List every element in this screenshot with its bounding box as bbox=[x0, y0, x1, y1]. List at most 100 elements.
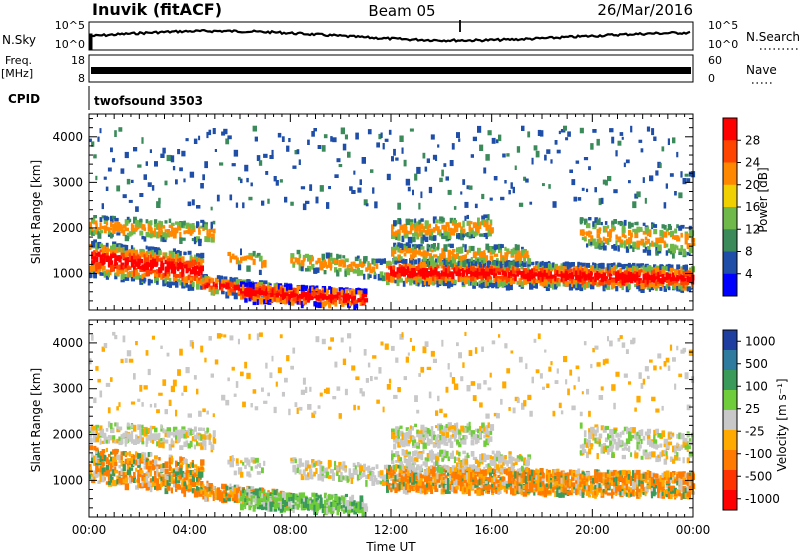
echo-cell bbox=[235, 202, 239, 208]
colorbar-swatch bbox=[723, 207, 737, 230]
echo-cell bbox=[506, 153, 510, 157]
echo-cell bbox=[547, 278, 550, 283]
echo-cell bbox=[667, 224, 672, 227]
echo-cell bbox=[91, 141, 95, 147]
echo-cell bbox=[617, 262, 621, 267]
echo-cell bbox=[244, 255, 248, 261]
echo-cell bbox=[648, 266, 652, 273]
echo-cell bbox=[206, 276, 211, 284]
echo-cell bbox=[428, 235, 432, 241]
echo-cell bbox=[600, 275, 605, 283]
echo-cell bbox=[271, 297, 275, 302]
echo-cell bbox=[317, 505, 322, 510]
echo-cell bbox=[686, 275, 690, 280]
echo-cell bbox=[124, 259, 129, 264]
echo-cell bbox=[231, 292, 235, 296]
echo-cell bbox=[655, 170, 659, 176]
echo-cell bbox=[317, 462, 322, 467]
echo-cell bbox=[292, 457, 297, 461]
echo-cell bbox=[154, 228, 156, 235]
echo-cell bbox=[472, 276, 475, 281]
echo-cell bbox=[313, 504, 317, 510]
echo-cell bbox=[512, 277, 516, 281]
echo-cell bbox=[600, 279, 605, 286]
echo-cell bbox=[650, 283, 653, 288]
echo-cell bbox=[359, 302, 363, 306]
echo-cell bbox=[116, 475, 119, 479]
echo-cell bbox=[657, 282, 660, 289]
echo-cell bbox=[594, 222, 597, 228]
echo-cell bbox=[219, 494, 223, 499]
echo-cell bbox=[149, 430, 152, 437]
echo-cell bbox=[573, 282, 577, 287]
echo-cell bbox=[328, 501, 332, 506]
echo-cell bbox=[114, 422, 117, 427]
echo-cell bbox=[357, 298, 362, 302]
echo-cell bbox=[95, 220, 98, 225]
echo-cell bbox=[212, 288, 216, 295]
echo-cell bbox=[206, 229, 209, 235]
echo-cell bbox=[420, 246, 425, 250]
echo-cell bbox=[674, 277, 679, 281]
echo-cell bbox=[160, 259, 164, 264]
echo-cell bbox=[541, 270, 545, 276]
echo-cell bbox=[290, 257, 294, 263]
echo-cell bbox=[573, 284, 578, 289]
echo-cell bbox=[419, 262, 423, 269]
echo-cell bbox=[588, 217, 592, 221]
echo-cell bbox=[99, 474, 103, 482]
echo-cell bbox=[305, 200, 310, 204]
echo-cell bbox=[468, 231, 473, 236]
echo-cell bbox=[128, 218, 132, 223]
echo-cell bbox=[95, 252, 98, 257]
echo-cell bbox=[313, 462, 317, 467]
echo-cell bbox=[135, 275, 138, 280]
echo-cell bbox=[248, 285, 253, 292]
echo-cell bbox=[399, 243, 402, 249]
echo-cell bbox=[402, 280, 406, 287]
echo-cell bbox=[273, 496, 276, 503]
echo-cell bbox=[650, 270, 653, 275]
echo-cell bbox=[183, 251, 187, 255]
echo-cell bbox=[340, 289, 343, 296]
echo-cell bbox=[93, 154, 97, 159]
echo-cell bbox=[258, 285, 262, 290]
echo-cell bbox=[181, 150, 186, 157]
echo-cell bbox=[506, 260, 509, 266]
echo-cell bbox=[112, 215, 116, 220]
echo-cell bbox=[149, 436, 154, 443]
echo-cell bbox=[585, 262, 591, 268]
echo-cell bbox=[474, 261, 477, 267]
echo-cell bbox=[290, 253, 295, 259]
echo-cell bbox=[321, 475, 325, 482]
echo-cell bbox=[456, 252, 459, 257]
echo-cell bbox=[250, 495, 253, 502]
echo-cell bbox=[279, 493, 284, 501]
echo-cell bbox=[630, 222, 634, 228]
echo-cell bbox=[606, 279, 611, 285]
echo-cell bbox=[103, 217, 107, 224]
echo-cell bbox=[149, 460, 154, 465]
echo-cell bbox=[607, 176, 612, 182]
echo-cell bbox=[147, 233, 151, 238]
echo-cell bbox=[598, 198, 602, 206]
echo-cell bbox=[149, 452, 153, 457]
echo-cell bbox=[600, 267, 605, 274]
echo-cell bbox=[482, 260, 487, 268]
echo-cell bbox=[394, 271, 399, 277]
echo-cell bbox=[265, 500, 269, 505]
echo-cell bbox=[575, 272, 579, 279]
echo-cell bbox=[130, 179, 134, 183]
echo-cell bbox=[99, 249, 102, 253]
freq-label: Freq. bbox=[5, 54, 32, 67]
echo-cell bbox=[498, 260, 503, 264]
echo-cell bbox=[311, 131, 315, 137]
echo-cell bbox=[449, 271, 454, 278]
echo-cell bbox=[206, 282, 211, 288]
echo-cell bbox=[265, 502, 269, 507]
echo-cell bbox=[160, 273, 163, 280]
echo-cell bbox=[409, 236, 413, 244]
echo-cell bbox=[261, 504, 265, 511]
echo-cell bbox=[453, 279, 457, 285]
echo-cell bbox=[311, 263, 315, 270]
